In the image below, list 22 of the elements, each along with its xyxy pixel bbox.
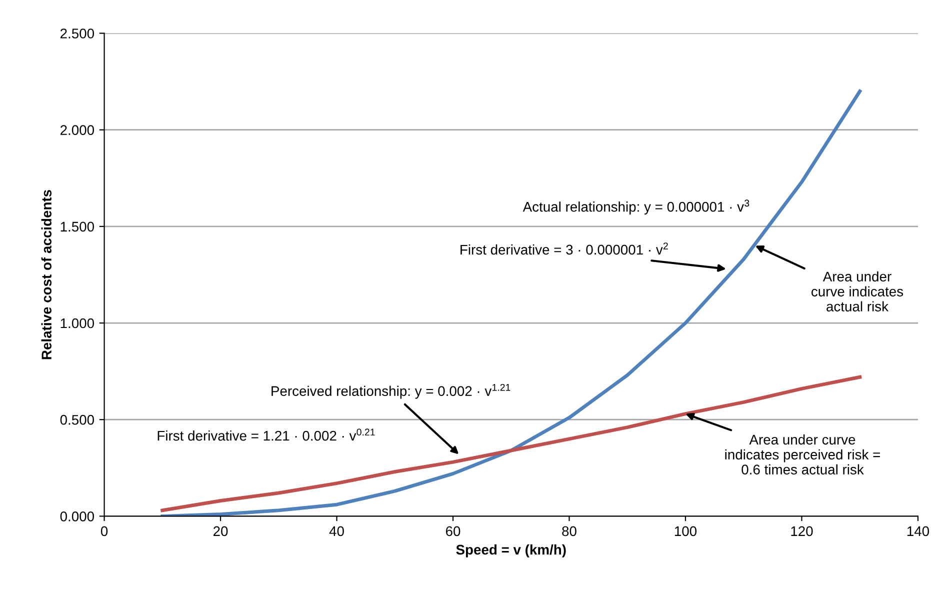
x-tick-label: 100 bbox=[674, 526, 697, 536]
y-tick-label: 2.500 bbox=[60, 28, 94, 38]
x-tick-label: 40 bbox=[329, 526, 344, 536]
x-tick-label: 0 bbox=[100, 526, 108, 536]
x-tick-label: 20 bbox=[213, 526, 228, 536]
y-tick-label: 0.500 bbox=[60, 414, 94, 425]
x-tick-label: 140 bbox=[907, 526, 930, 536]
x-tick-label: 120 bbox=[791, 526, 813, 536]
annotation: Area under curve indicates actual risk bbox=[812, 271, 904, 312]
x-axis-title: Speed = v (km/h) bbox=[456, 544, 566, 558]
annotation: Area under curve indicates perceived risk = 0.6 times actual risk bbox=[725, 434, 880, 474]
annotation: First derivative = 3 · 0.000001 · v$^{2}$ bbox=[460, 242, 668, 255]
x-tick-label: 80 bbox=[562, 526, 576, 536]
y-tick-label: 0.000 bbox=[60, 512, 94, 522]
y-axis-title: Relative cost of accidents bbox=[41, 190, 52, 360]
y-tick-label: 1.500 bbox=[60, 222, 94, 232]
annotation: Perceived relationship: y = 0.002 · v$^{1.21}$ bbox=[272, 384, 510, 399]
annotation: First derivative = 1.21 · 0.002 · v$^{0.21}$ bbox=[158, 428, 375, 441]
y-tick-label: 1.000 bbox=[60, 318, 94, 328]
y-tick-label: 2.000 bbox=[60, 125, 94, 136]
annotation: Actual relationship: y = 0.000001 · v$^{3}$ bbox=[522, 200, 750, 214]
x-tick-label: 60 bbox=[446, 526, 460, 536]
